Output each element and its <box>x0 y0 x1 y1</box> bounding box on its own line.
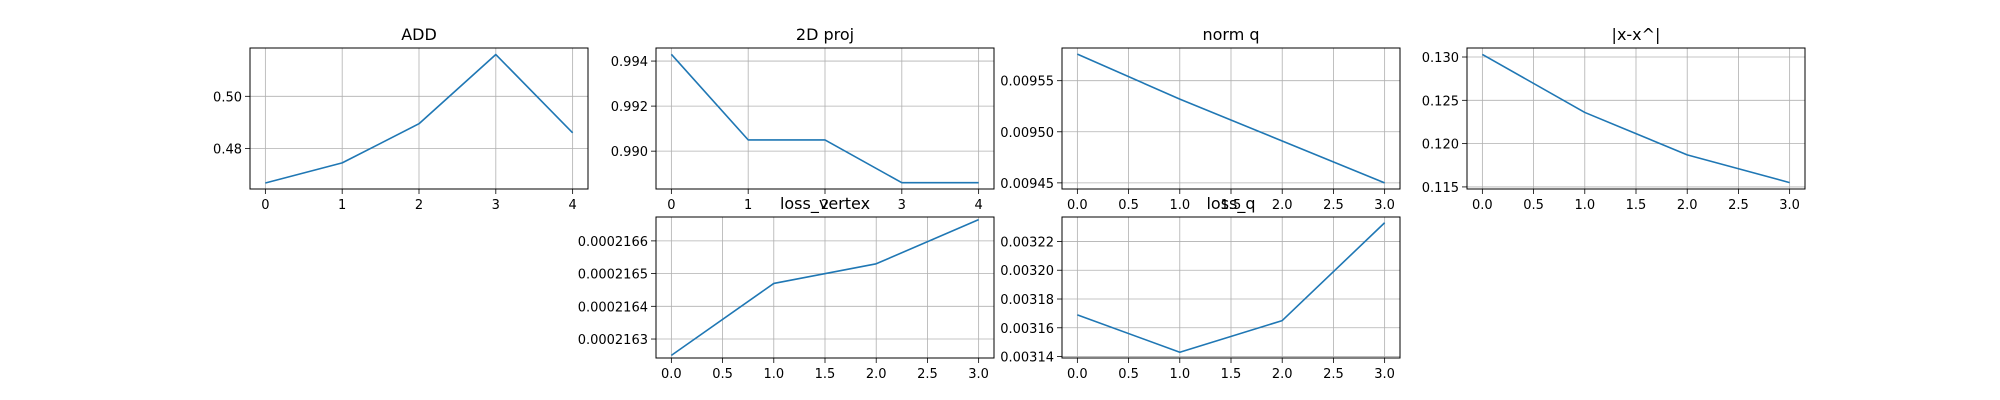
series-line <box>670 53 979 184</box>
y-tick-label: 0.992 <box>611 100 648 115</box>
chart-title: norm q <box>1202 25 1259 44</box>
series-line <box>1077 53 1385 184</box>
y-tick-label: 0.48 <box>213 143 242 158</box>
x-tick-label: 4 <box>974 198 982 213</box>
x-tick-label: 3.0 <box>968 367 989 382</box>
y-tick-label: 0.50 <box>213 90 242 105</box>
x-tick-label: 0.0 <box>1472 198 1493 213</box>
x-tick-label: 1.0 <box>1169 198 1190 213</box>
chart-title: |x-x^| <box>1612 25 1661 44</box>
y-tick-label: 0.00320 <box>1000 264 1054 279</box>
x-tick-label: 0.5 <box>712 367 733 382</box>
x-tick-label: 0 <box>261 198 269 213</box>
y-tick-label: 0.00318 <box>1000 293 1054 308</box>
y-tick-label: 0.00950 <box>1000 126 1054 141</box>
x-tick-label: 1.5 <box>815 367 836 382</box>
x-tick-label: 0 <box>667 198 675 213</box>
series-line <box>670 218 979 357</box>
chart-title: loss_q <box>1206 194 1255 214</box>
series-line <box>265 53 574 184</box>
x-tick-label: 1.5 <box>1221 198 1242 213</box>
y-tick-label: 0.115 <box>1422 181 1459 196</box>
y-tick-label: 0.990 <box>611 145 648 160</box>
y-tick-label: 0.120 <box>1422 138 1459 153</box>
x-tick-label: 0.0 <box>661 367 682 382</box>
x-tick-label: 3.0 <box>1374 198 1395 213</box>
x-tick-label: 0.0 <box>1067 367 1088 382</box>
y-tick-label: 0.00316 <box>1000 322 1054 337</box>
x-tick-label: 2 <box>415 198 423 213</box>
x-tick-label: 4 <box>568 198 576 213</box>
x-tick-label: 2.5 <box>1323 198 1344 213</box>
chart-title: loss_vertex <box>780 194 870 214</box>
series-line <box>1077 222 1386 354</box>
x-tick-label: 2.5 <box>1728 198 1749 213</box>
y-tick-label: 0.0002166 <box>578 235 648 250</box>
x-tick-label: 1.5 <box>1626 198 1647 213</box>
y-tick-label: 0.00955 <box>1000 75 1054 90</box>
x-tick-label: 2.0 <box>866 367 887 382</box>
x-tick-label: 2.0 <box>1272 198 1293 213</box>
x-tick-label: 0.5 <box>1523 198 1544 213</box>
y-tick-label: 0.125 <box>1422 94 1459 109</box>
x-tick-label: 1.5 <box>1221 367 1242 382</box>
chart-panel-5: 0.0 0.5 1.0 1.5 2.0 2.5 3.0 0.00314 0.00316 0.003… <box>1000 194 1401 382</box>
series-line <box>1481 53 1790 184</box>
x-tick-label: 1.0 <box>1574 198 1595 213</box>
x-tick-label: 3.0 <box>1374 367 1395 382</box>
x-tick-label: 0.5 <box>1118 198 1139 213</box>
chart-panel-2: 0.0 0.5 1.0 1.5 2.0 2.5 3.0 0.00945 0.00950 0.009… <box>1000 25 1401 213</box>
x-tick-label: 1 <box>744 198 752 213</box>
x-tick-label: 3 <box>492 198 500 213</box>
x-tick-label: 2.0 <box>1677 198 1698 213</box>
y-tick-label: 0.0002165 <box>578 268 648 283</box>
chart-panel-4: 0.0 0.5 1.0 1.5 2.0 2.5 3.0 0.0002163 0.0002164 0… <box>578 194 995 382</box>
x-tick-label: 2.5 <box>917 367 938 382</box>
chart-title: ADD <box>401 25 437 44</box>
x-tick-label: 2.0 <box>1272 367 1293 382</box>
y-tick-label: 0.00314 <box>1000 351 1054 366</box>
x-tick-label: 1.0 <box>1169 367 1190 382</box>
y-tick-label: 0.00945 <box>1000 177 1054 192</box>
y-tick-label: 0.00322 <box>1000 235 1054 250</box>
x-tick-label: 2 <box>821 198 829 213</box>
y-tick-label: 0.994 <box>611 55 648 70</box>
chart-title: 2D proj <box>796 25 854 44</box>
chart-panel-0: 0 1 2 3 4 0.48 0.50 ADD <box>213 25 589 213</box>
chart-panel-3: 0.0 0.5 1.0 1.5 2.0 2.5 3.0 0.115 0.120 0.125 0.13… <box>1422 25 1806 213</box>
x-tick-label: 3.0 <box>1779 198 1800 213</box>
x-tick-label: 3 <box>898 198 906 213</box>
chart-panel-1: 0 1 2 3 4 0.990 0.992 0.994 2D proj <box>611 25 995 213</box>
x-tick-label: 0.5 <box>1118 367 1139 382</box>
x-tick-label: 2.5 <box>1323 367 1344 382</box>
y-tick-label: 0.0002163 <box>578 333 648 348</box>
y-tick-label: 0.130 <box>1422 51 1459 66</box>
x-tick-label: 1 <box>338 198 346 213</box>
x-tick-label: 1.0 <box>763 367 784 382</box>
x-tick-label: 0.0 <box>1067 198 1088 213</box>
y-tick-label: 0.0002164 <box>578 300 648 315</box>
